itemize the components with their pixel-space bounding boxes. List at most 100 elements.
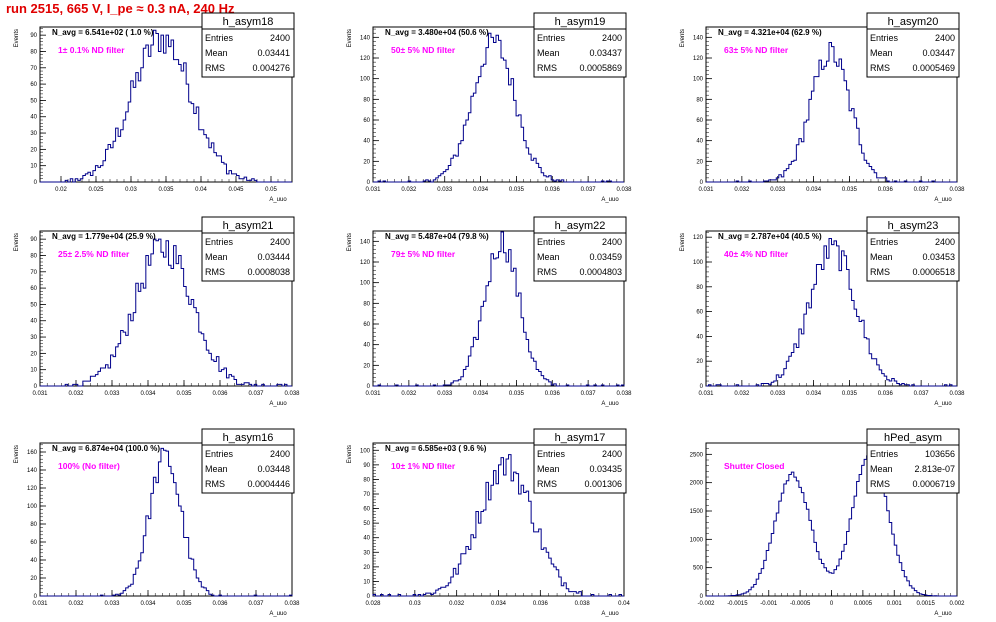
stats-label: Mean	[205, 464, 228, 474]
x-tick-label: 0.037	[248, 601, 264, 607]
y-tick-label: 60	[363, 322, 370, 328]
x-tick-label: 0.036	[545, 187, 561, 193]
plot-frame	[705, 230, 958, 387]
stats-value: 2400	[602, 237, 622, 247]
x-tick-label: 0.037	[914, 391, 930, 397]
y-tick-label: 100	[27, 504, 38, 510]
x-axis-label: A_uuo	[601, 611, 619, 617]
y-tick-label: 90	[30, 33, 37, 39]
y-tick-label: 70	[30, 66, 37, 72]
navg-label: N_avg = 4.321e+04 (62.9 %)	[718, 28, 822, 37]
x-tick-label: 0.038	[575, 601, 591, 607]
histogram-panel-h_asym22: 0 20 40 60 80 100 120 140 0.031 0.032 0.033 0.034 0.…	[347, 216, 632, 407]
x-tick-label: 0.033	[104, 601, 120, 607]
y-tick-label: 80	[363, 97, 370, 103]
x-tick-label: 0.032	[449, 601, 465, 607]
y-tick-label: 140	[693, 35, 704, 41]
x-tick-label: 0.032	[734, 391, 750, 397]
stats-label: Entries	[870, 449, 899, 459]
y-tick-label: 60	[696, 310, 703, 316]
stats-value: 0.03459	[589, 252, 622, 262]
y-tick-label: 40	[696, 139, 703, 145]
x-axis-label: A_uuo	[601, 197, 619, 203]
y-tick-label: 20	[696, 159, 703, 165]
histogram-series	[373, 32, 624, 183]
y-tick-label: 0	[367, 594, 371, 600]
x-tick-label: 0.037	[581, 187, 597, 193]
stats-label: RMS	[205, 63, 225, 73]
x-tick-label: 0.036	[878, 391, 894, 397]
x-tick-label: 0.035	[509, 187, 525, 193]
stats-label: Mean	[537, 48, 560, 58]
y-tick-label: 80	[30, 253, 37, 259]
stats-label: Mean	[870, 48, 893, 58]
x-tick-label: 0.034	[806, 187, 822, 193]
plot-frame	[39, 230, 293, 387]
x-tick-label: 0.038	[616, 187, 632, 193]
y-tick-label: 120	[27, 486, 38, 492]
histogram-name: h_asym23	[888, 220, 939, 232]
y-axis-label: Events	[14, 445, 20, 463]
y-tick-label: 500	[693, 566, 704, 572]
y-axis-label: Events	[347, 29, 353, 47]
x-tick-label: 0.031	[365, 391, 381, 397]
navg-label: N_avg = 1.779e+04 (25.9 %)	[52, 232, 156, 241]
y-tick-label: 10	[30, 368, 37, 374]
stats-label: Mean	[870, 464, 893, 474]
stats-value: 0.001306	[584, 479, 622, 489]
y-tick-label: 60	[30, 286, 37, 292]
x-tick-label: 0.03	[125, 187, 137, 193]
y-tick-label: 140	[27, 468, 38, 474]
y-tick-label: 30	[30, 335, 37, 341]
histogram-series	[40, 29, 292, 183]
x-axis-label: A_uuo	[269, 401, 287, 407]
histogram-series	[706, 42, 957, 183]
x-tick-label: 0.034	[140, 601, 156, 607]
x-tick-label: 0.035	[176, 601, 192, 607]
x-tick-label: 0.034	[473, 187, 489, 193]
stats-label: Entries	[870, 237, 899, 247]
navg-label: N_avg = 5.487e+04 (79.8 %)	[385, 232, 489, 241]
histogram-panel-h_asym17: 0 10 20 30 40 50 60 70 80 90 100 0.028 0.03 0.032 0.03…	[347, 428, 630, 617]
y-tick-label: 100	[360, 448, 371, 454]
x-axis-label: A_uuo	[269, 611, 287, 617]
x-tick-label: 0.038	[616, 391, 632, 397]
stats-label: RMS	[870, 267, 890, 277]
y-tick-label: 20	[363, 565, 370, 571]
stats-value: 2400	[935, 237, 955, 247]
stats-label: Mean	[205, 252, 228, 262]
stats-box	[201, 216, 295, 282]
x-tick-label: 0.038	[284, 601, 300, 607]
y-axis-label: Events	[347, 233, 353, 251]
navg-label: N_avg = 6.541e+02 ( 1.0 %)	[52, 28, 154, 37]
navg-label: N_avg = 6.874e+04 (100.0 %)	[52, 444, 160, 453]
stats-value: 2400	[602, 33, 622, 43]
y-tick-label: 20	[363, 363, 370, 369]
y-tick-label: 30	[30, 131, 37, 137]
x-tick-label: 0.034	[473, 391, 489, 397]
filter-label: 100% (No filter)	[58, 461, 120, 471]
y-tick-label: 40	[363, 343, 370, 349]
y-tick-label: 70	[30, 270, 37, 276]
x-tick-label: -0.001	[760, 601, 778, 607]
x-tick-label: 0.001	[887, 601, 903, 607]
y-tick-label: 40	[363, 139, 370, 145]
stats-value: 2400	[602, 449, 622, 459]
navg-label: N_avg = 6.585e+03 ( 9.6 %)	[385, 444, 487, 453]
y-tick-label: 20	[696, 359, 703, 365]
x-tick-label: 0.04	[195, 187, 207, 193]
stats-label: RMS	[205, 267, 225, 277]
stats-box	[866, 12, 960, 78]
y-tick-label: 60	[363, 507, 370, 513]
histogram-panel-h_asym19: 0 20 40 60 80 100 120 140 0.031 0.032 0.033 0.034 0.…	[347, 12, 632, 203]
x-tick-label: 0.02	[55, 187, 67, 193]
x-tick-label: 0.033	[104, 391, 120, 397]
y-tick-label: 120	[693, 235, 704, 241]
y-tick-label: 40	[30, 319, 37, 325]
stats-value: 0.0005869	[579, 63, 622, 73]
x-tick-label: 0.002	[949, 601, 965, 607]
x-tick-label: 0.031	[698, 391, 714, 397]
histogram-name: h_asym19	[555, 16, 606, 28]
stats-label: Entries	[537, 33, 566, 43]
